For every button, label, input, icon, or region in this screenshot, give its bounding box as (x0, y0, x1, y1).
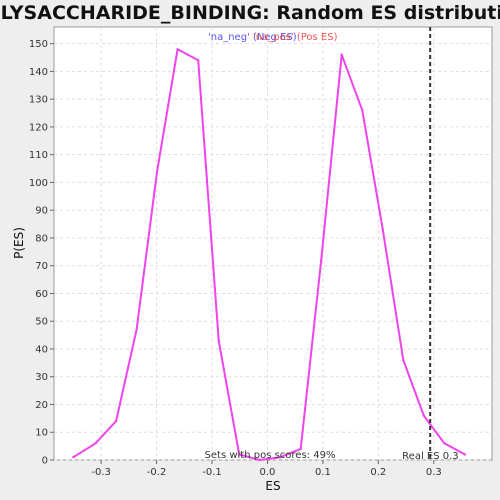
legend-entry-neg: 'na_neg' (Neg ES) (208, 32, 297, 43)
axes: 0 10 20 30 40 50 60 70 80 90 100 110 120 130 140 150 -0.… (29, 39, 442, 478)
y-tick-label: 0 (42, 456, 48, 467)
y-tick-label: 120 (29, 122, 48, 133)
data-point (217, 339, 220, 342)
y-tick-label: 90 (35, 206, 48, 217)
y-tick-label: 80 (35, 233, 48, 244)
y-tick-label: 70 (35, 261, 48, 272)
data-point (361, 109, 364, 112)
y-axis-label: P(ES) (12, 227, 26, 259)
plot-area (53, 26, 493, 461)
x-tick-label: -0.2 (147, 467, 167, 478)
data-point (340, 53, 343, 56)
x-tick-label: 0.2 (370, 467, 386, 478)
y-tick-label: 20 (35, 400, 48, 411)
data-point (381, 228, 384, 231)
grid (54, 27, 492, 461)
y-tick-label: 110 (29, 150, 48, 161)
data-point (176, 48, 179, 51)
data-point (402, 358, 405, 362)
data-point (155, 170, 159, 173)
y-tick-label: 50 (35, 317, 48, 328)
chart-title: POLYSACCHARIDE_BINDING: Random ES distri… (0, 2, 500, 24)
data-point (94, 442, 97, 445)
data-point (443, 442, 446, 445)
data-point (196, 59, 200, 62)
y-tick-label: 30 (35, 372, 48, 383)
x-tick-label: -0.3 (91, 467, 111, 478)
pos-scores-annotation: Sets with pos scores: 49% (205, 450, 336, 461)
data-point (72, 456, 75, 459)
data-point (299, 447, 302, 451)
y-tick-label: 100 (29, 178, 48, 189)
real-es-label: Real ES 0.3 (402, 451, 458, 462)
y-tick-label: 60 (35, 289, 48, 300)
legend: 'na_neg' (Neg ES) 'na_pos' (Pos ES) (208, 32, 338, 43)
x-tick-label: -0.1 (202, 467, 222, 478)
data-point (114, 419, 118, 423)
y-tick-label: 140 (29, 67, 48, 78)
data-point (258, 458, 261, 462)
y-tick-label: 40 (35, 344, 48, 355)
y-tick-label: 150 (29, 39, 48, 50)
x-tick-label: 0.1 (315, 467, 331, 478)
x-tick-label: 0.3 (426, 467, 442, 478)
y-tick-label: 10 (35, 428, 48, 439)
x-axis-label: ES (265, 479, 280, 493)
data-point (463, 453, 467, 456)
data-point (135, 328, 138, 331)
data-point (279, 456, 282, 459)
series-line (72, 48, 466, 461)
x-tick-label: 0.0 (260, 467, 276, 478)
reference-line-group: Real ES 0.3 (402, 27, 459, 462)
legend-entry-pos: 'na_pos' (Pos ES) (253, 32, 338, 43)
data-point (320, 258, 323, 262)
series-layer (72, 48, 467, 462)
data-point (422, 414, 426, 417)
data-point (237, 453, 241, 456)
y-tick-label: 130 (29, 95, 48, 106)
